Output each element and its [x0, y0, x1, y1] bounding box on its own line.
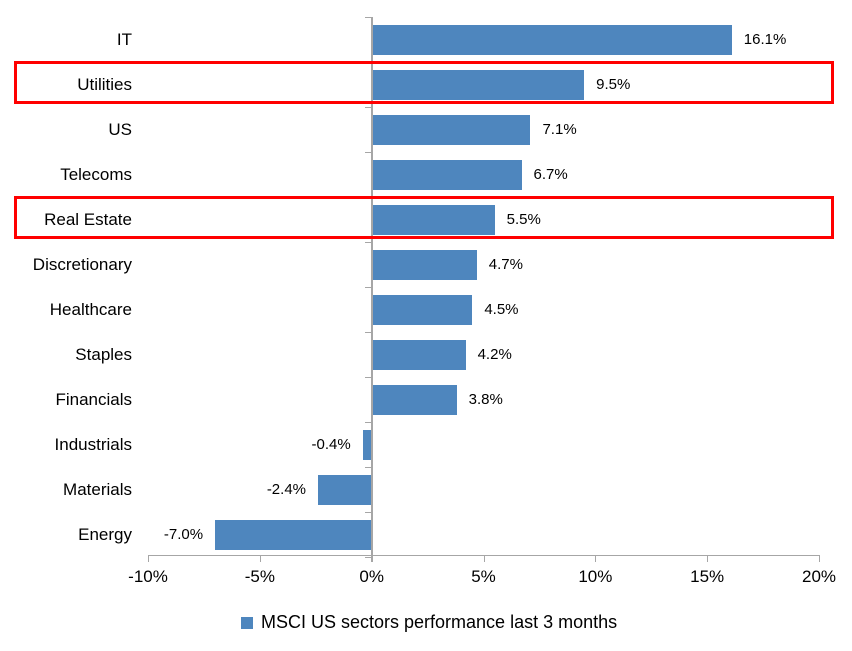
category-tick	[364, 512, 372, 513]
x-axis-tick	[595, 555, 597, 562]
bar	[371, 249, 477, 280]
category-label: US	[108, 120, 132, 139]
bar-value-label: -7.0%	[163, 526, 204, 543]
bar-value-label: 4.7%	[488, 256, 523, 273]
x-axis-tick-label: 0%	[359, 567, 384, 586]
x-axis-tick	[148, 555, 149, 562]
category-tick	[364, 557, 372, 558]
bar	[371, 294, 473, 325]
chart-legend: MSCI US sectors performance last 3 month…	[241, 612, 617, 633]
category-tick	[364, 422, 372, 423]
category-label: Healthcare	[49, 300, 132, 319]
bar	[362, 429, 372, 460]
bar-value-label: 9.5%	[596, 76, 631, 93]
category-label: IT	[116, 30, 132, 49]
bar	[371, 159, 522, 190]
bar	[215, 519, 372, 550]
bar	[371, 384, 457, 415]
category-label: Materials	[63, 480, 132, 499]
bar-value-label: 3.8%	[468, 391, 503, 408]
highlight-box	[14, 61, 834, 104]
category-label: Financials	[55, 390, 132, 409]
category-label: Telecoms	[60, 165, 132, 184]
x-axis-tick-label: -10%	[128, 567, 168, 586]
category-tick	[364, 332, 372, 333]
category-tick	[364, 107, 372, 108]
bar-value-label: 6.7%	[533, 166, 568, 183]
x-axis-tick	[819, 555, 820, 562]
bar	[371, 114, 531, 145]
category-label: Industrials	[54, 435, 132, 454]
category-label: Discretionary	[32, 255, 132, 274]
bar-value-label: 4.5%	[484, 301, 519, 318]
category-label: Staples	[75, 345, 132, 364]
bar-value-label: 4.2%	[477, 346, 512, 363]
category-tick	[364, 467, 372, 468]
bar-value-label: 7.1%	[542, 121, 577, 138]
x-axis-tick-label: -5%	[244, 567, 275, 586]
bar-value-label: 16.1%	[743, 31, 787, 48]
x-axis-tick-label: 10%	[578, 567, 613, 586]
bar	[371, 69, 585, 100]
zero-axis-line	[370, 17, 373, 562]
x-axis-tick-label: 20%	[801, 567, 837, 586]
bar	[371, 204, 495, 235]
category-tick	[364, 377, 372, 378]
category-label: Real Estate	[44, 210, 132, 229]
category-tick	[364, 17, 372, 18]
legend-swatch-icon	[241, 616, 253, 629]
bar	[371, 339, 466, 370]
highlight-box	[14, 196, 834, 239]
category-label: Utilities	[77, 75, 132, 94]
x-axis-tick	[371, 555, 373, 562]
x-axis-tick-label: 15%	[690, 567, 725, 586]
legend-label: MSCI US sectors performance last 3 month…	[261, 612, 618, 632]
bar-value-label: -2.4%	[266, 481, 306, 498]
category-label: Energy	[78, 525, 132, 544]
x-axis-tick-label: 5%	[471, 567, 496, 586]
bar-value-label: 5.5%	[506, 211, 541, 228]
x-axis-tick	[259, 555, 261, 562]
category-tick	[364, 287, 372, 288]
bar	[317, 474, 372, 505]
x-axis-tick	[707, 555, 709, 562]
bar-value-label: -0.4%	[311, 436, 351, 453]
category-tick	[364, 152, 372, 153]
x-axis-tick	[483, 555, 485, 562]
category-tick	[364, 242, 372, 243]
bar	[371, 24, 732, 55]
